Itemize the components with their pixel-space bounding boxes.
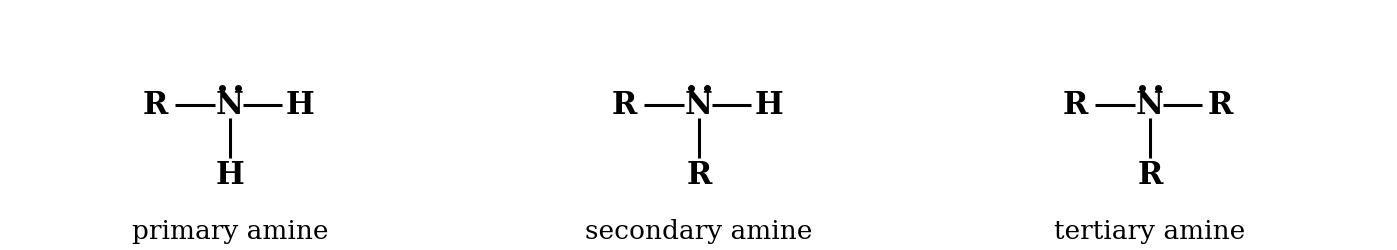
Text: secondary amine: secondary amine bbox=[585, 220, 813, 244]
Text: R: R bbox=[686, 160, 711, 190]
Text: H: H bbox=[285, 90, 314, 120]
Text: N: N bbox=[1136, 90, 1164, 120]
Text: N: N bbox=[685, 90, 712, 120]
Text: R: R bbox=[612, 90, 637, 120]
Text: primary amine: primary amine bbox=[131, 220, 328, 244]
Text: N: N bbox=[217, 90, 244, 120]
Text: R: R bbox=[142, 90, 168, 120]
Text: R: R bbox=[1137, 160, 1162, 190]
Text: R: R bbox=[1207, 90, 1232, 120]
Text: R: R bbox=[1062, 90, 1088, 120]
Text: H: H bbox=[754, 90, 784, 120]
Text: H: H bbox=[215, 160, 244, 190]
Text: tertiary amine: tertiary amine bbox=[1055, 220, 1246, 244]
